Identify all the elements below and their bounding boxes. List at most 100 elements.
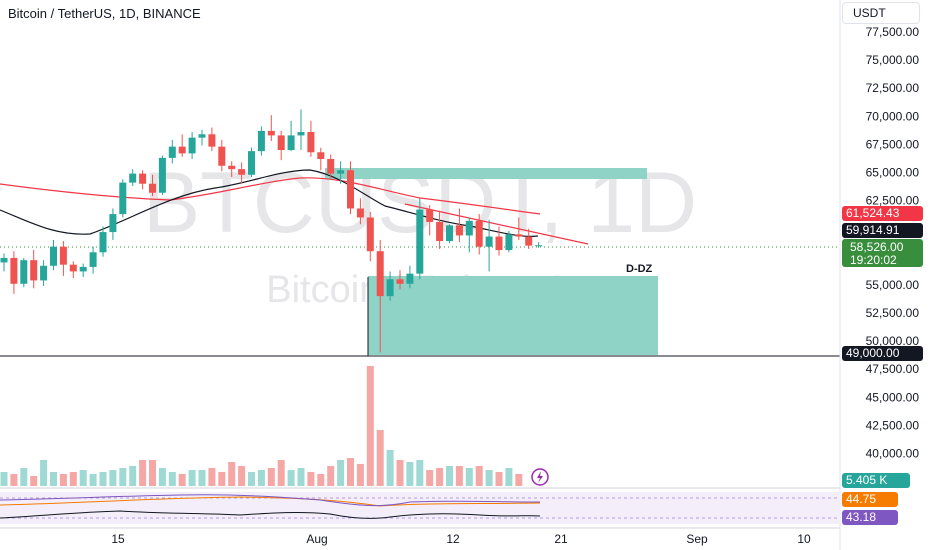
volume-bar [366,366,374,486]
candle [356,198,364,225]
candle [347,161,354,215]
volume-bar [20,468,28,486]
candle-body [475,220,483,247]
currency-button-label: USDT [853,6,886,20]
candle [168,139,176,164]
candle [406,265,414,289]
candle-body [505,234,513,251]
volume-bar [228,462,236,486]
candle [248,147,255,177]
volume-bar [89,474,97,486]
candle [139,170,147,190]
candle [79,263,87,278]
volume-bar [79,470,87,486]
time-tick-label: Aug [306,532,327,546]
price-tick-label: 67,500.00 [866,137,920,151]
candle [436,210,444,249]
volume-bar [208,468,216,486]
candle-body [277,135,285,151]
candle-body [20,260,28,284]
resistance-trendline[interactable] [404,203,589,245]
price-tick-label: 55,000.00 [866,278,920,292]
candle-body [485,236,493,247]
candle-body [525,236,533,246]
candle-body [436,221,444,242]
candle [109,208,117,240]
candle [99,226,107,257]
candle [218,139,226,172]
volume-bar [129,466,137,486]
candle [535,242,543,248]
candle-body [307,132,315,153]
candle-body [10,257,18,284]
candle [505,230,513,253]
volume-bar [238,466,246,486]
price-axis[interactable]: 77,500.00 75,000.00 72,500.00 70,000.00 67,5… [866,25,920,461]
volume-series [0,366,523,486]
candle-body [99,232,107,253]
volume-bar [10,474,18,486]
indicator-label-orange: 44.75 [842,492,898,507]
volume-bar [178,474,186,486]
volume-bar [99,472,107,486]
candle-body [248,151,255,175]
candle [446,224,453,244]
volume-bar [248,472,255,486]
volume-bar [149,460,156,486]
volume-bar [327,466,335,486]
volume-bar [109,470,117,486]
price-tick-label: 50,000.00 [866,334,920,348]
volume-bar [515,474,523,486]
candle [50,239,57,271]
candle [327,154,335,179]
candle-body [287,135,295,151]
indicator-band [0,492,840,524]
candle-body [366,217,374,252]
ma-red-line [0,177,541,215]
candle-body [208,134,216,147]
candle-body [69,264,77,272]
candle-body [446,225,453,242]
time-axis[interactable]: 15 Aug 12 21 Sep 10 [111,532,811,546]
time-tick-label: 12 [446,532,460,546]
candle [307,120,315,157]
candle-body [228,165,236,170]
volume-bar [396,460,404,486]
candle-body [455,225,463,236]
candle-body [337,170,345,174]
candle-body [238,169,246,175]
candle-body [109,214,117,233]
candle [366,211,374,262]
countdown-timer: 19:20:02 [850,253,897,267]
candle-body [297,132,305,136]
price-tick-label: 62,500.00 [866,194,920,208]
candle [317,147,325,171]
price-tick-label: 72,500.00 [866,81,920,95]
candle-body [515,234,523,237]
candle-body [59,246,67,265]
candle [198,129,206,146]
chart-title: Bitcoin / TetherUS, 1D, BINANCE [8,6,201,21]
time-tick-label: 21 [554,532,568,546]
currency-button[interactable]: USDT [842,2,920,24]
candle [149,174,156,197]
demand-zone[interactable] [368,276,658,355]
volume-bar [446,466,453,486]
volume-bar [297,468,305,486]
candle-body [257,130,265,152]
candle [69,261,77,279]
volume-bar [267,468,275,486]
candle [257,126,265,156]
volume-bar [465,468,473,486]
price-tick-label: 77,500.00 [866,25,920,39]
volume-bar [495,472,503,486]
candle [525,228,533,249]
supply-zone[interactable] [325,168,647,179]
candle [267,115,275,142]
candle [287,120,295,152]
last-price-label: 58,526.00 19:20:02 [842,239,923,267]
candle [208,127,216,152]
price-tick-label: 45,000.00 [866,390,920,404]
indicator-label-purple: 43.18 [842,510,898,525]
